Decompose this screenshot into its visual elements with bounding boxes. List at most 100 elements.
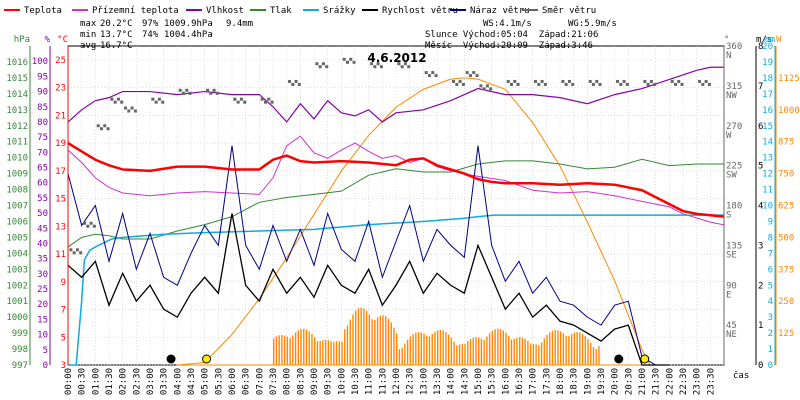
solar-bar <box>510 339 513 365</box>
wind-gust-line <box>67 145 670 366</box>
rain-axis-tick: 14 <box>762 138 773 148</box>
time-tick: 21:00 <box>638 368 648 395</box>
solar-bar <box>532 344 535 365</box>
series-lines <box>67 57 725 366</box>
wind-speed-line <box>67 213 670 366</box>
percent-axis-tick: 65 <box>37 164 48 174</box>
temperature-axis-tick: 25 <box>55 56 66 66</box>
solar-bar <box>524 338 526 365</box>
direction-axis-unit: ° <box>724 35 729 45</box>
wind-direction-point <box>345 60 349 64</box>
time-tick: 19:00 <box>583 368 593 395</box>
wind-direction-point <box>407 65 411 69</box>
time-tick: 12:30 <box>406 368 416 395</box>
solar-axis-tick: 875 <box>778 138 794 148</box>
solar-bar <box>387 318 390 365</box>
hpa-axis-tick: 1012 <box>6 122 28 132</box>
rain-axis-tick: 18 <box>762 74 773 84</box>
rain-axis-tick: 0 <box>768 361 773 371</box>
wind-direction-point <box>616 79 620 83</box>
time-tick: 15:30 <box>488 368 498 395</box>
solar-bar <box>445 332 447 365</box>
time-tick: 21:30 <box>652 368 662 395</box>
rain-total-line <box>68 214 724 366</box>
wind-direction-point <box>468 74 472 78</box>
wind-direction-point <box>291 82 295 86</box>
solar-bar <box>431 333 433 365</box>
solar-bar <box>549 332 551 365</box>
solar-bar <box>346 325 349 365</box>
direction-axis-tick: 360 <box>726 42 742 52</box>
solar-bar <box>573 332 576 365</box>
stat-min-label: min <box>80 30 96 40</box>
temperature-axis-tick: 5 <box>61 333 66 343</box>
rain-axis-tick: 10 <box>762 202 773 212</box>
solar-bar <box>314 337 316 365</box>
solar-bar <box>592 347 595 365</box>
solar-bar <box>289 338 291 365</box>
hpa-axis-tick: 1016 <box>6 58 28 68</box>
solar-bar <box>570 333 573 365</box>
wind-direction-point <box>154 100 158 104</box>
solar-bar <box>374 319 376 365</box>
pressure-line <box>67 158 724 248</box>
solar-bar <box>467 341 469 365</box>
time-tick: 18:00 <box>556 368 566 395</box>
wind-direction-point <box>704 79 708 83</box>
solar-axis-tick: 1000 <box>778 106 800 116</box>
wind-direction-point <box>151 97 155 101</box>
wind-direction-point <box>318 65 322 69</box>
hpa-axis-tick: 1011 <box>6 138 28 148</box>
legend-item: Směr větru <box>542 6 596 16</box>
rain-axis-tick: 7 <box>768 249 773 259</box>
solar-bar <box>527 340 529 365</box>
solar-bar <box>363 308 365 365</box>
time-tick: 10:30 <box>351 368 361 395</box>
solar-bar <box>283 335 286 365</box>
wind-speed-axis-unit: m/s <box>756 35 772 45</box>
hpa-axis-tick: 1007 <box>6 202 28 212</box>
percent-axis-tick: 85 <box>37 103 48 113</box>
wind-direction-point <box>106 127 110 131</box>
solar-bar <box>535 344 537 365</box>
wind-direction-point <box>89 221 93 225</box>
solar-bar <box>349 319 351 365</box>
solar-axis-tick: 500 <box>778 233 794 243</box>
solar-bar <box>305 329 308 365</box>
solar-bar <box>303 328 305 365</box>
time-tick: 07:00 <box>255 368 265 395</box>
percent-axis-tick: 75 <box>37 133 48 143</box>
direction-axis-tick: 225 <box>726 162 742 172</box>
time-tick: 03:00 <box>146 368 156 395</box>
wind-direction-point <box>698 79 702 83</box>
wind-direction-point <box>591 82 595 86</box>
rain-axis-tick: 13 <box>762 154 773 164</box>
wind-direction-point <box>321 62 325 66</box>
solar-bar <box>590 342 592 365</box>
wind-direction-point <box>482 87 486 91</box>
temperature-axis-tick: 7 <box>61 306 66 316</box>
time-tick: 11:00 <box>365 368 375 395</box>
solar-bar <box>273 338 275 365</box>
solar-bar <box>587 339 589 365</box>
wind-direction-point <box>370 62 374 66</box>
time-tick: 17:30 <box>542 368 552 395</box>
rain-axis-tick: 2 <box>768 329 773 339</box>
time-tick: 15:00 <box>474 368 484 395</box>
time-tick: 13:30 <box>433 368 443 395</box>
legend-item: Teplota <box>24 6 62 16</box>
wind-direction-point <box>315 62 319 66</box>
percent-axis-tick: 40 <box>37 239 48 249</box>
solar-bar <box>434 331 436 365</box>
time-tick: 04:30 <box>187 368 197 395</box>
direction-axis-tick: 315 <box>726 82 742 92</box>
time-tick: 12:00 <box>392 368 402 395</box>
solar-bar <box>335 341 338 365</box>
moonset-marker <box>166 354 176 364</box>
solar-axis-tick: 625 <box>778 202 794 212</box>
rain-axis-tick: 17 <box>762 90 773 100</box>
rain-axis-tick: 15 <box>762 122 773 132</box>
wind-direction-point <box>263 100 267 104</box>
legend-item: Vlhkost <box>206 6 244 16</box>
solar-bar <box>292 335 294 365</box>
